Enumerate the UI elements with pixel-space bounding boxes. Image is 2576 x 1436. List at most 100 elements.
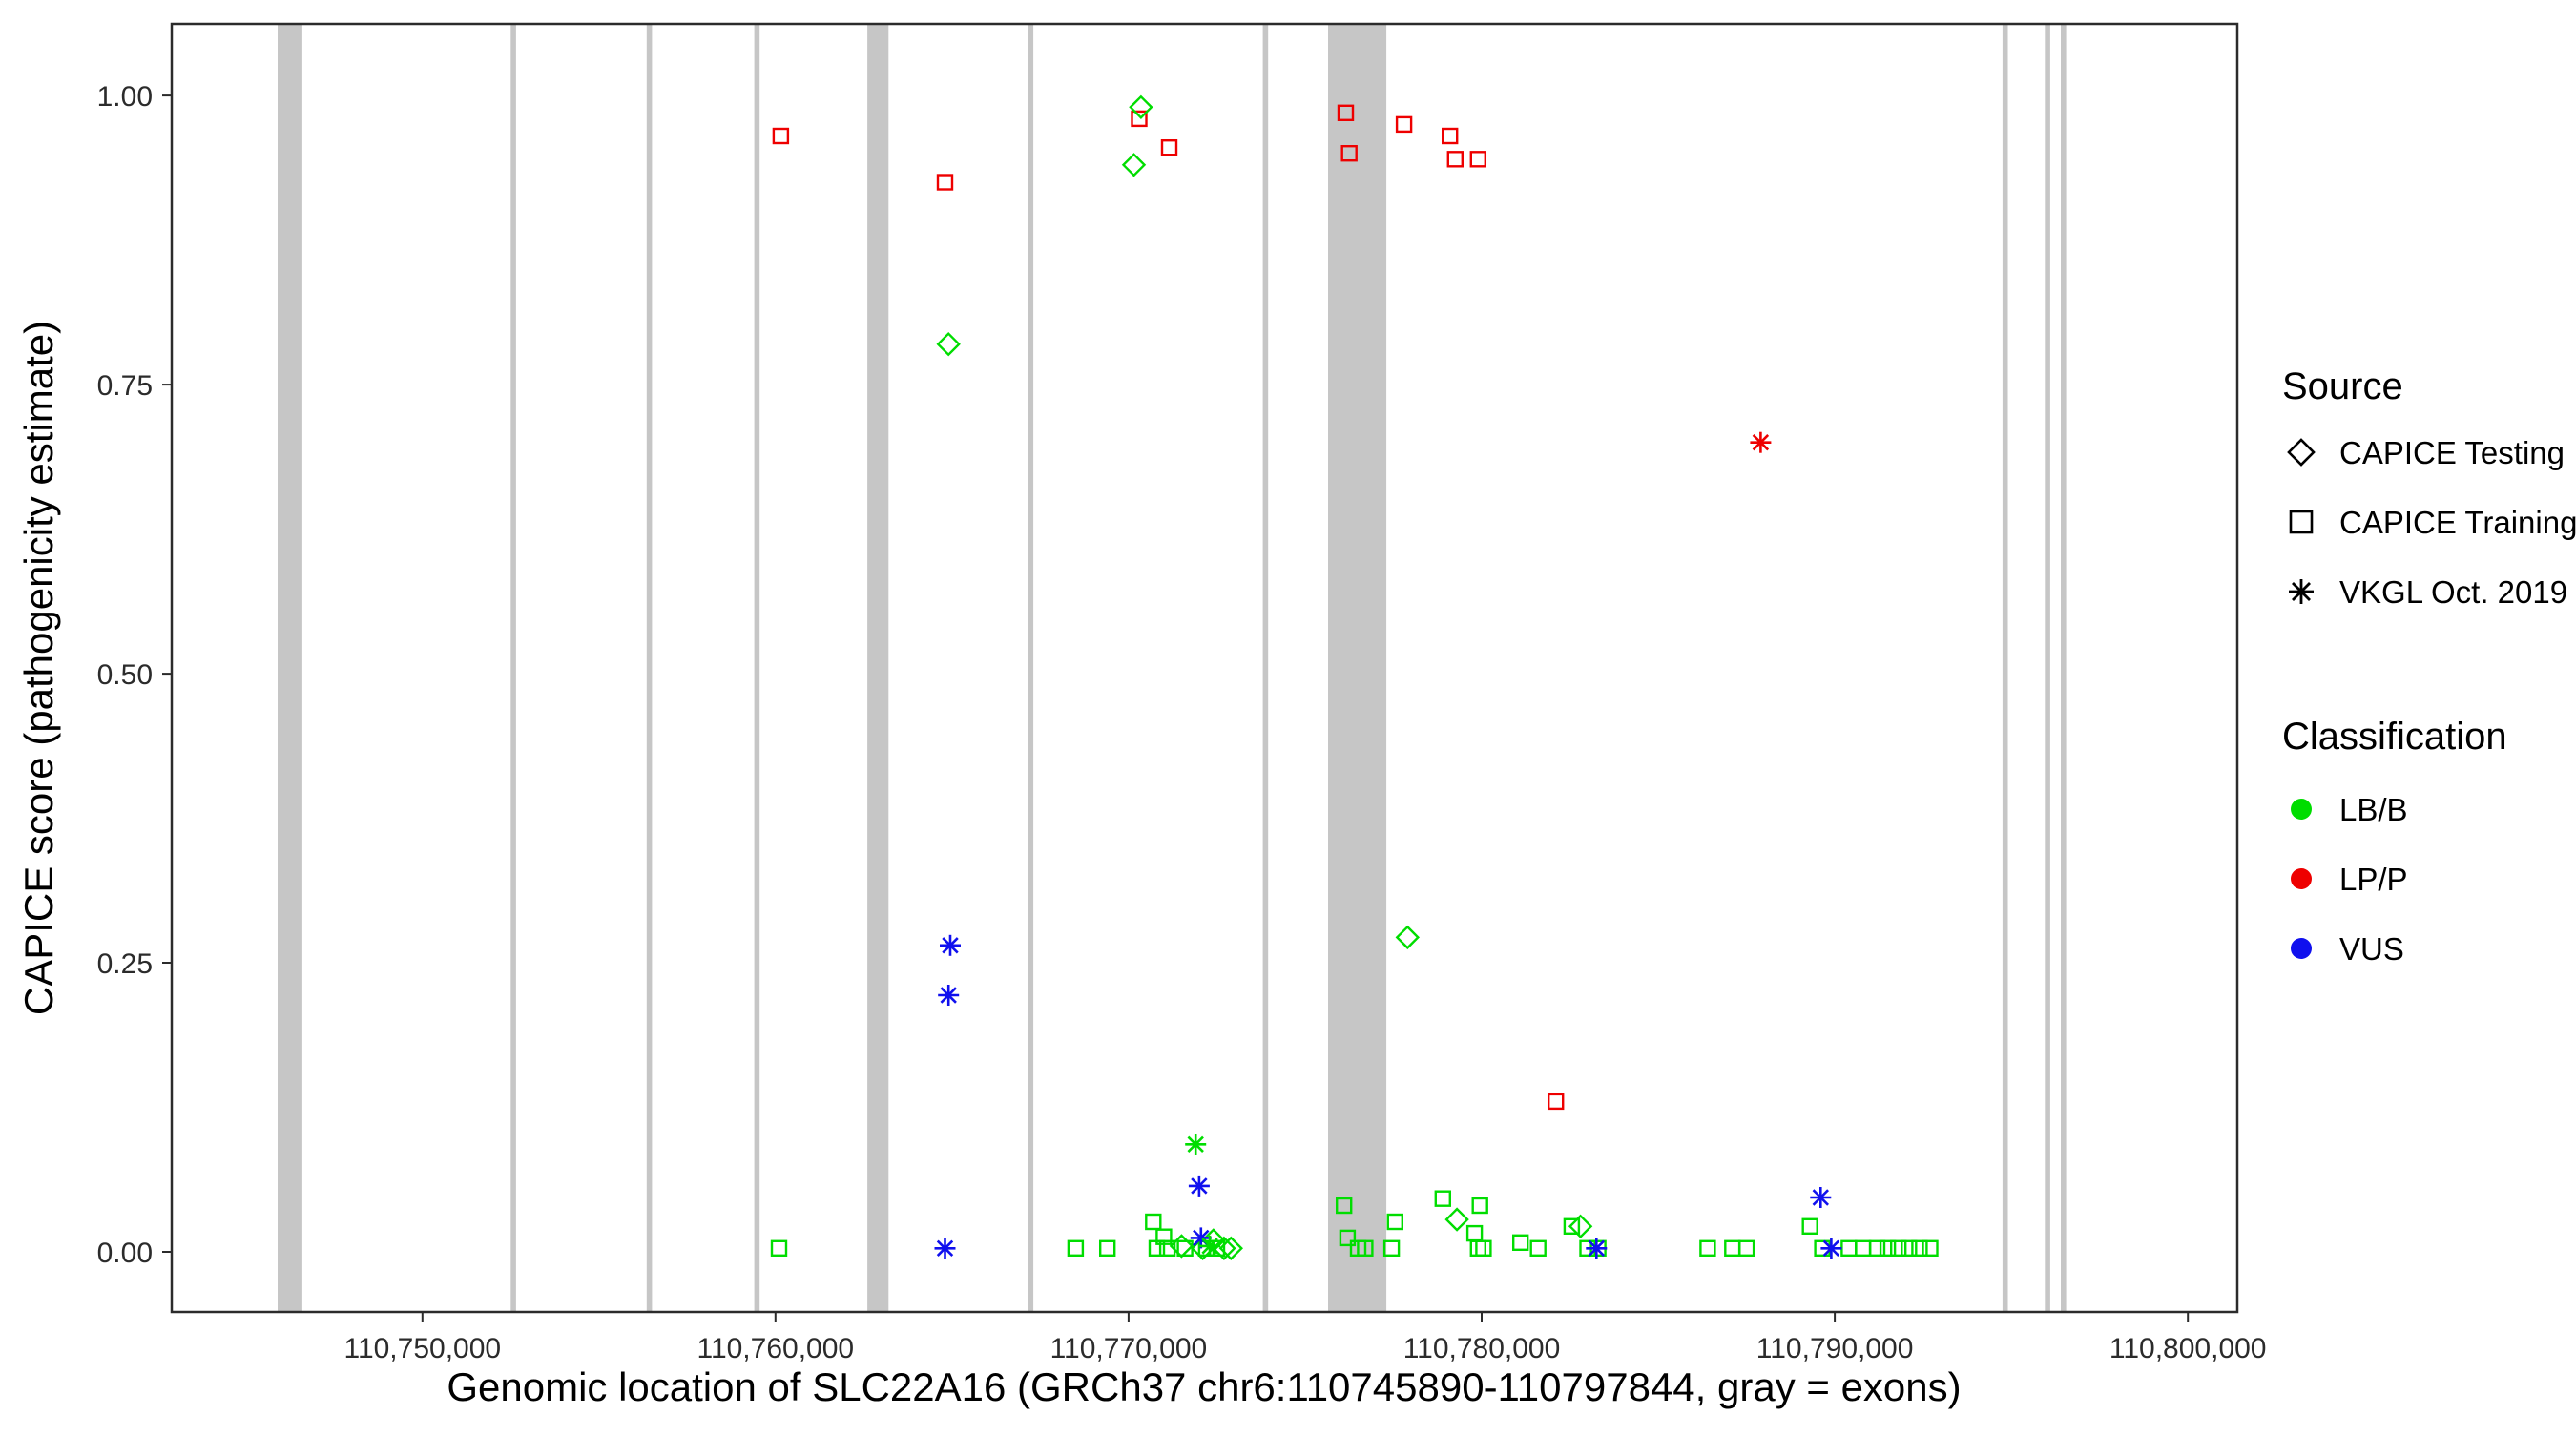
legend-item-lbb: LB/B bbox=[2339, 792, 2408, 827]
exon-bar bbox=[2045, 24, 2050, 1312]
data-point-asterisk bbox=[1820, 1238, 1842, 1259]
data-point-square bbox=[1922, 1239, 1939, 1258]
data-point-square bbox=[1724, 1239, 1741, 1258]
y-tick-label: 0.50 bbox=[97, 659, 153, 691]
data-point-square bbox=[936, 174, 954, 191]
data-point-asterisk bbox=[1188, 1175, 1210, 1197]
data-point-square bbox=[1357, 1239, 1374, 1258]
vus-dot-icon bbox=[2291, 938, 2312, 959]
axes-layer: 110,750,000 110,760,000 110,770,000 110,780… bbox=[97, 81, 2267, 1364]
data-point-square bbox=[1098, 1239, 1116, 1258]
data-point-square bbox=[1446, 151, 1465, 168]
data-point-square bbox=[772, 127, 790, 145]
x-tick-label: 110,770,000 bbox=[1050, 1333, 1208, 1364]
data-point-square bbox=[1801, 1217, 1818, 1236]
data-point-diamond bbox=[1121, 153, 1147, 177]
data-point-square bbox=[1131, 110, 1148, 128]
plot-panel-border bbox=[170, 22, 2239, 1314]
data-point-square bbox=[1335, 1197, 1353, 1215]
exon-bar bbox=[1028, 24, 1034, 1312]
data-point-asterisk bbox=[1185, 1134, 1207, 1155]
legend-item-vkgl: VKGL Oct. 2019 bbox=[2339, 574, 2567, 610]
x-tick-label: 110,800,000 bbox=[2109, 1333, 2267, 1364]
legend-classification-title: Classification bbox=[2282, 716, 2507, 758]
data-point-square bbox=[1475, 1239, 1492, 1258]
data-point-diamond bbox=[1129, 94, 1153, 119]
exon-bar bbox=[867, 24, 889, 1312]
data-point-square bbox=[1160, 138, 1178, 156]
x-tick-label: 110,760,000 bbox=[696, 1333, 854, 1364]
data-point-asterisk bbox=[934, 1238, 956, 1259]
data-point-square bbox=[1469, 151, 1487, 168]
diamond-icon bbox=[2287, 438, 2316, 467]
exon-bar bbox=[1328, 24, 1387, 1312]
data-point-diamond bbox=[1395, 925, 1420, 950]
data-point-diamond bbox=[1568, 1214, 1593, 1238]
data-point-square bbox=[1911, 1239, 1928, 1258]
legend-item-lpp: LP/P bbox=[2339, 862, 2408, 897]
data-point-square bbox=[1340, 144, 1358, 162]
data-point-square bbox=[1465, 1224, 1484, 1242]
y-tick-label: 1.00 bbox=[97, 81, 153, 113]
exon-bar bbox=[278, 24, 302, 1312]
square-icon bbox=[2289, 510, 2314, 534]
data-point-square bbox=[1382, 1239, 1401, 1258]
exon-bar bbox=[754, 24, 760, 1312]
x-tick-label: 110,790,000 bbox=[1756, 1333, 1914, 1364]
legend-item-vus: VUS bbox=[2339, 931, 2404, 967]
data-point-diamond bbox=[1218, 1236, 1243, 1260]
data-point-square bbox=[1434, 1190, 1452, 1207]
data-point-square bbox=[1386, 1213, 1404, 1231]
x-tick-label: 110,750,000 bbox=[343, 1333, 501, 1364]
data-point-square bbox=[1469, 1239, 1487, 1258]
asterisk-icon bbox=[2289, 579, 2314, 604]
exon-bar bbox=[510, 24, 516, 1312]
data-point-square bbox=[1395, 115, 1413, 134]
data-point-square bbox=[1901, 1239, 1918, 1258]
exon-bars-layer bbox=[278, 24, 2067, 1312]
y-tick-label: 0.00 bbox=[97, 1238, 153, 1269]
data-point-square bbox=[1879, 1239, 1897, 1258]
data-point-square bbox=[1840, 1239, 1858, 1258]
exon-bar bbox=[2061, 24, 2067, 1312]
data-point-square bbox=[1155, 1228, 1173, 1245]
data-point-square bbox=[1868, 1239, 1886, 1258]
x-axis-title: Genomic location of SLC22A16 (GRCh37 chr… bbox=[447, 1364, 1961, 1409]
data-point-square bbox=[1441, 127, 1459, 145]
lbb-dot-icon bbox=[2291, 799, 2312, 820]
y-tick-label: 0.75 bbox=[97, 370, 153, 402]
data-point-asterisk bbox=[1750, 431, 1772, 453]
legend: Source CAPICE Testing CAPICE Training VK… bbox=[2282, 365, 2576, 967]
x-tick-label: 110,780,000 bbox=[1403, 1333, 1561, 1364]
data-point-square bbox=[1854, 1239, 1872, 1258]
data-point-square bbox=[1563, 1217, 1581, 1236]
data-point-asterisk bbox=[940, 934, 961, 956]
exon-bar bbox=[646, 24, 653, 1312]
data-point-asterisk bbox=[938, 985, 960, 1006]
data-point-square bbox=[1337, 104, 1355, 122]
data-point-square bbox=[1067, 1239, 1085, 1258]
data-point-square bbox=[1547, 1093, 1565, 1111]
exon-bar bbox=[2002, 24, 2008, 1312]
legend-source-title: Source bbox=[2282, 365, 2403, 407]
data-point-square bbox=[1737, 1239, 1755, 1258]
data-point-square bbox=[1889, 1239, 1907, 1258]
data-points-layer bbox=[770, 94, 1939, 1260]
data-point-diamond bbox=[1444, 1207, 1469, 1232]
data-point-square bbox=[1471, 1197, 1488, 1215]
data-point-square bbox=[1511, 1234, 1529, 1252]
y-axis-title: CAPICE score (pathogenicity estimate) bbox=[16, 321, 61, 1015]
data-point-square bbox=[1145, 1213, 1162, 1231]
data-point-square bbox=[770, 1239, 788, 1258]
legend-item-capice-training: CAPICE Training bbox=[2339, 505, 2576, 540]
data-point-diamond bbox=[936, 332, 961, 357]
data-point-square bbox=[1699, 1239, 1716, 1258]
exon-bar bbox=[1262, 24, 1269, 1312]
data-point-square bbox=[1529, 1239, 1547, 1258]
data-point-asterisk bbox=[1810, 1187, 1832, 1208]
data-point-asterisk bbox=[1586, 1238, 1608, 1259]
lpp-dot-icon bbox=[2291, 868, 2312, 889]
data-point-asterisk bbox=[1199, 1235, 1221, 1257]
legend-item-capice-testing: CAPICE Testing bbox=[2339, 435, 2565, 470]
